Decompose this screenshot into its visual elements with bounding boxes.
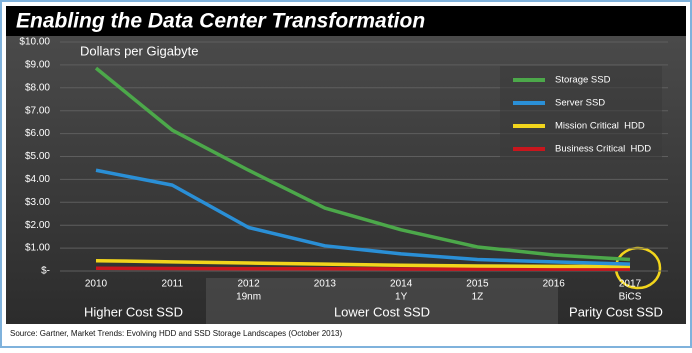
x-tick-label: 2012 xyxy=(237,279,260,290)
y-label: Dollars per Gigabyte xyxy=(80,43,199,58)
series-line xyxy=(95,266,630,271)
y-tick-label: $3.00 xyxy=(25,197,50,208)
y-tick-label: $2.00 xyxy=(25,220,50,231)
legend-label: Business Critical HDD xyxy=(555,144,651,155)
x-sublabel: 19nm xyxy=(236,292,261,303)
band-shade xyxy=(206,278,558,324)
x-tick-label: 2013 xyxy=(314,279,337,290)
series-line xyxy=(95,258,630,269)
y-tick-label: $7.00 xyxy=(25,105,50,116)
source: Source: Gartner, Market Trends: Evolving… xyxy=(10,329,343,338)
y-tick-label: $6.00 xyxy=(25,128,50,139)
x-sublabel: 1Z xyxy=(472,292,484,303)
legend-label: Server SSD xyxy=(555,98,605,109)
series-line xyxy=(95,168,631,266)
y-tick-label: $4.00 xyxy=(25,174,50,185)
x-tick-label: 2010 xyxy=(85,279,108,290)
x-sublabel: 1Y xyxy=(395,292,408,303)
y-tick-label: $5.00 xyxy=(25,151,50,162)
legend-label: Mission Critical HDD xyxy=(555,121,645,132)
x-tick-label: 2011 xyxy=(162,279,184,290)
x-tick-label: 2014 xyxy=(390,279,413,290)
x-tick-label: 2016 xyxy=(543,279,566,290)
series-line xyxy=(94,66,631,262)
y-tick-label: $1.00 xyxy=(25,243,50,254)
legend-label: Storage SSD xyxy=(555,75,611,86)
x-sublabel: BiCS xyxy=(619,292,642,303)
cost-band-label: Parity Cost SSD xyxy=(569,304,663,319)
x-tick-label: 2017 xyxy=(619,279,642,290)
y-tick-label: $8.00 xyxy=(25,82,50,93)
cost-band-label: Lower Cost SSD xyxy=(334,304,430,319)
cost-band-label: Higher Cost SSD xyxy=(84,304,183,319)
title: Enabling the Data Center Transformation xyxy=(16,10,425,33)
y-tick-label: $10.00 xyxy=(19,37,50,48)
y-tick-label: $9.00 xyxy=(25,60,50,71)
x-tick-label: 2015 xyxy=(466,279,489,290)
title-bar xyxy=(6,6,686,36)
y-tick-label: $- xyxy=(41,266,50,277)
